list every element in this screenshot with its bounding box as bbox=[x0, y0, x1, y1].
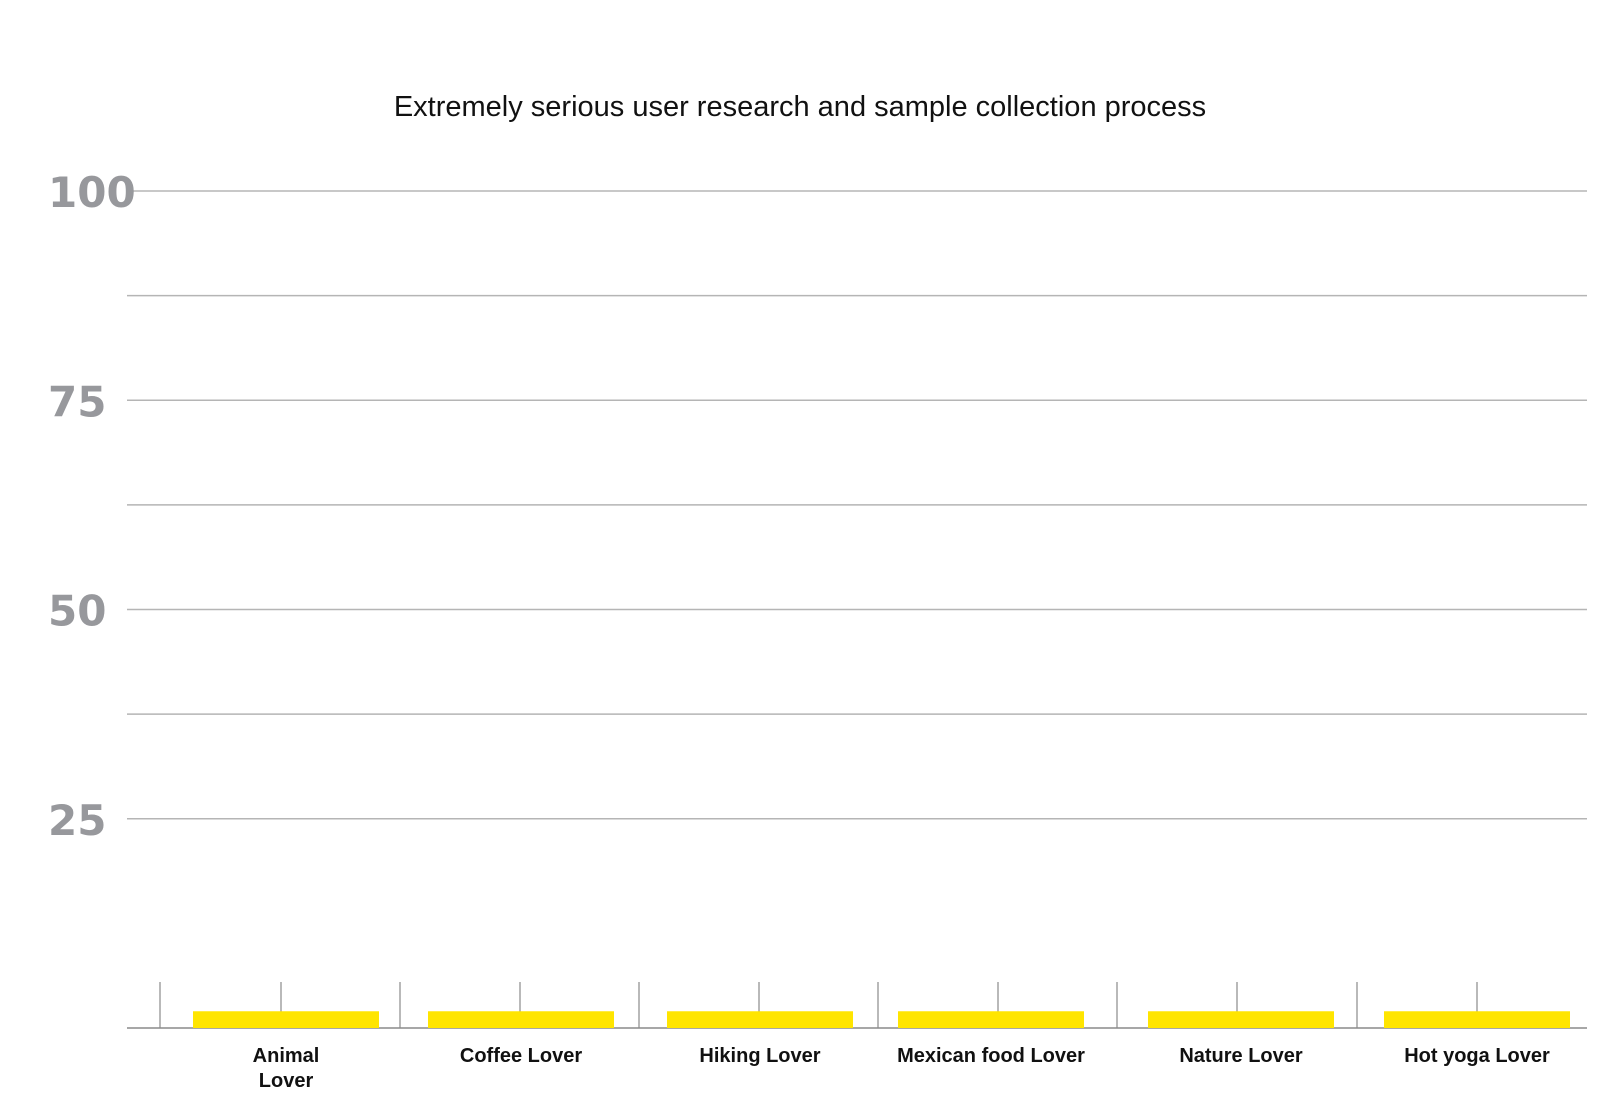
x-tick-label: Hot yoga Lover bbox=[1404, 1045, 1550, 1067]
y-axis-tick-labels: 25 50 75 100 bbox=[48, 168, 136, 845]
y-tick-label: 75 bbox=[48, 377, 106, 426]
x-tick-label: Coffee Lover bbox=[460, 1045, 582, 1067]
bars bbox=[193, 1011, 1570, 1028]
chart-title: Extremely serious user research and samp… bbox=[394, 91, 1206, 123]
x-axis-tick-labels: Animal Lover Coffee Lover Hiking Lover Mexic… bbox=[253, 1045, 1550, 1092]
bar bbox=[428, 1011, 614, 1028]
gridlines bbox=[127, 190, 1587, 820]
bar bbox=[1384, 1011, 1570, 1028]
bar bbox=[898, 1011, 1084, 1028]
x-tick-label: Animal Lover bbox=[253, 1045, 320, 1092]
bar bbox=[1148, 1011, 1334, 1028]
bar bbox=[193, 1011, 379, 1028]
bar bbox=[667, 1011, 853, 1028]
x-tick-label: Nature Lover bbox=[1179, 1045, 1303, 1067]
y-tick-label: 50 bbox=[48, 587, 106, 636]
x-tick-label: Hiking Lover bbox=[699, 1045, 820, 1067]
y-tick-label: 100 bbox=[48, 168, 136, 217]
y-tick-label: 25 bbox=[48, 796, 106, 845]
x-tick-label: Mexican food Lover bbox=[897, 1045, 1085, 1067]
